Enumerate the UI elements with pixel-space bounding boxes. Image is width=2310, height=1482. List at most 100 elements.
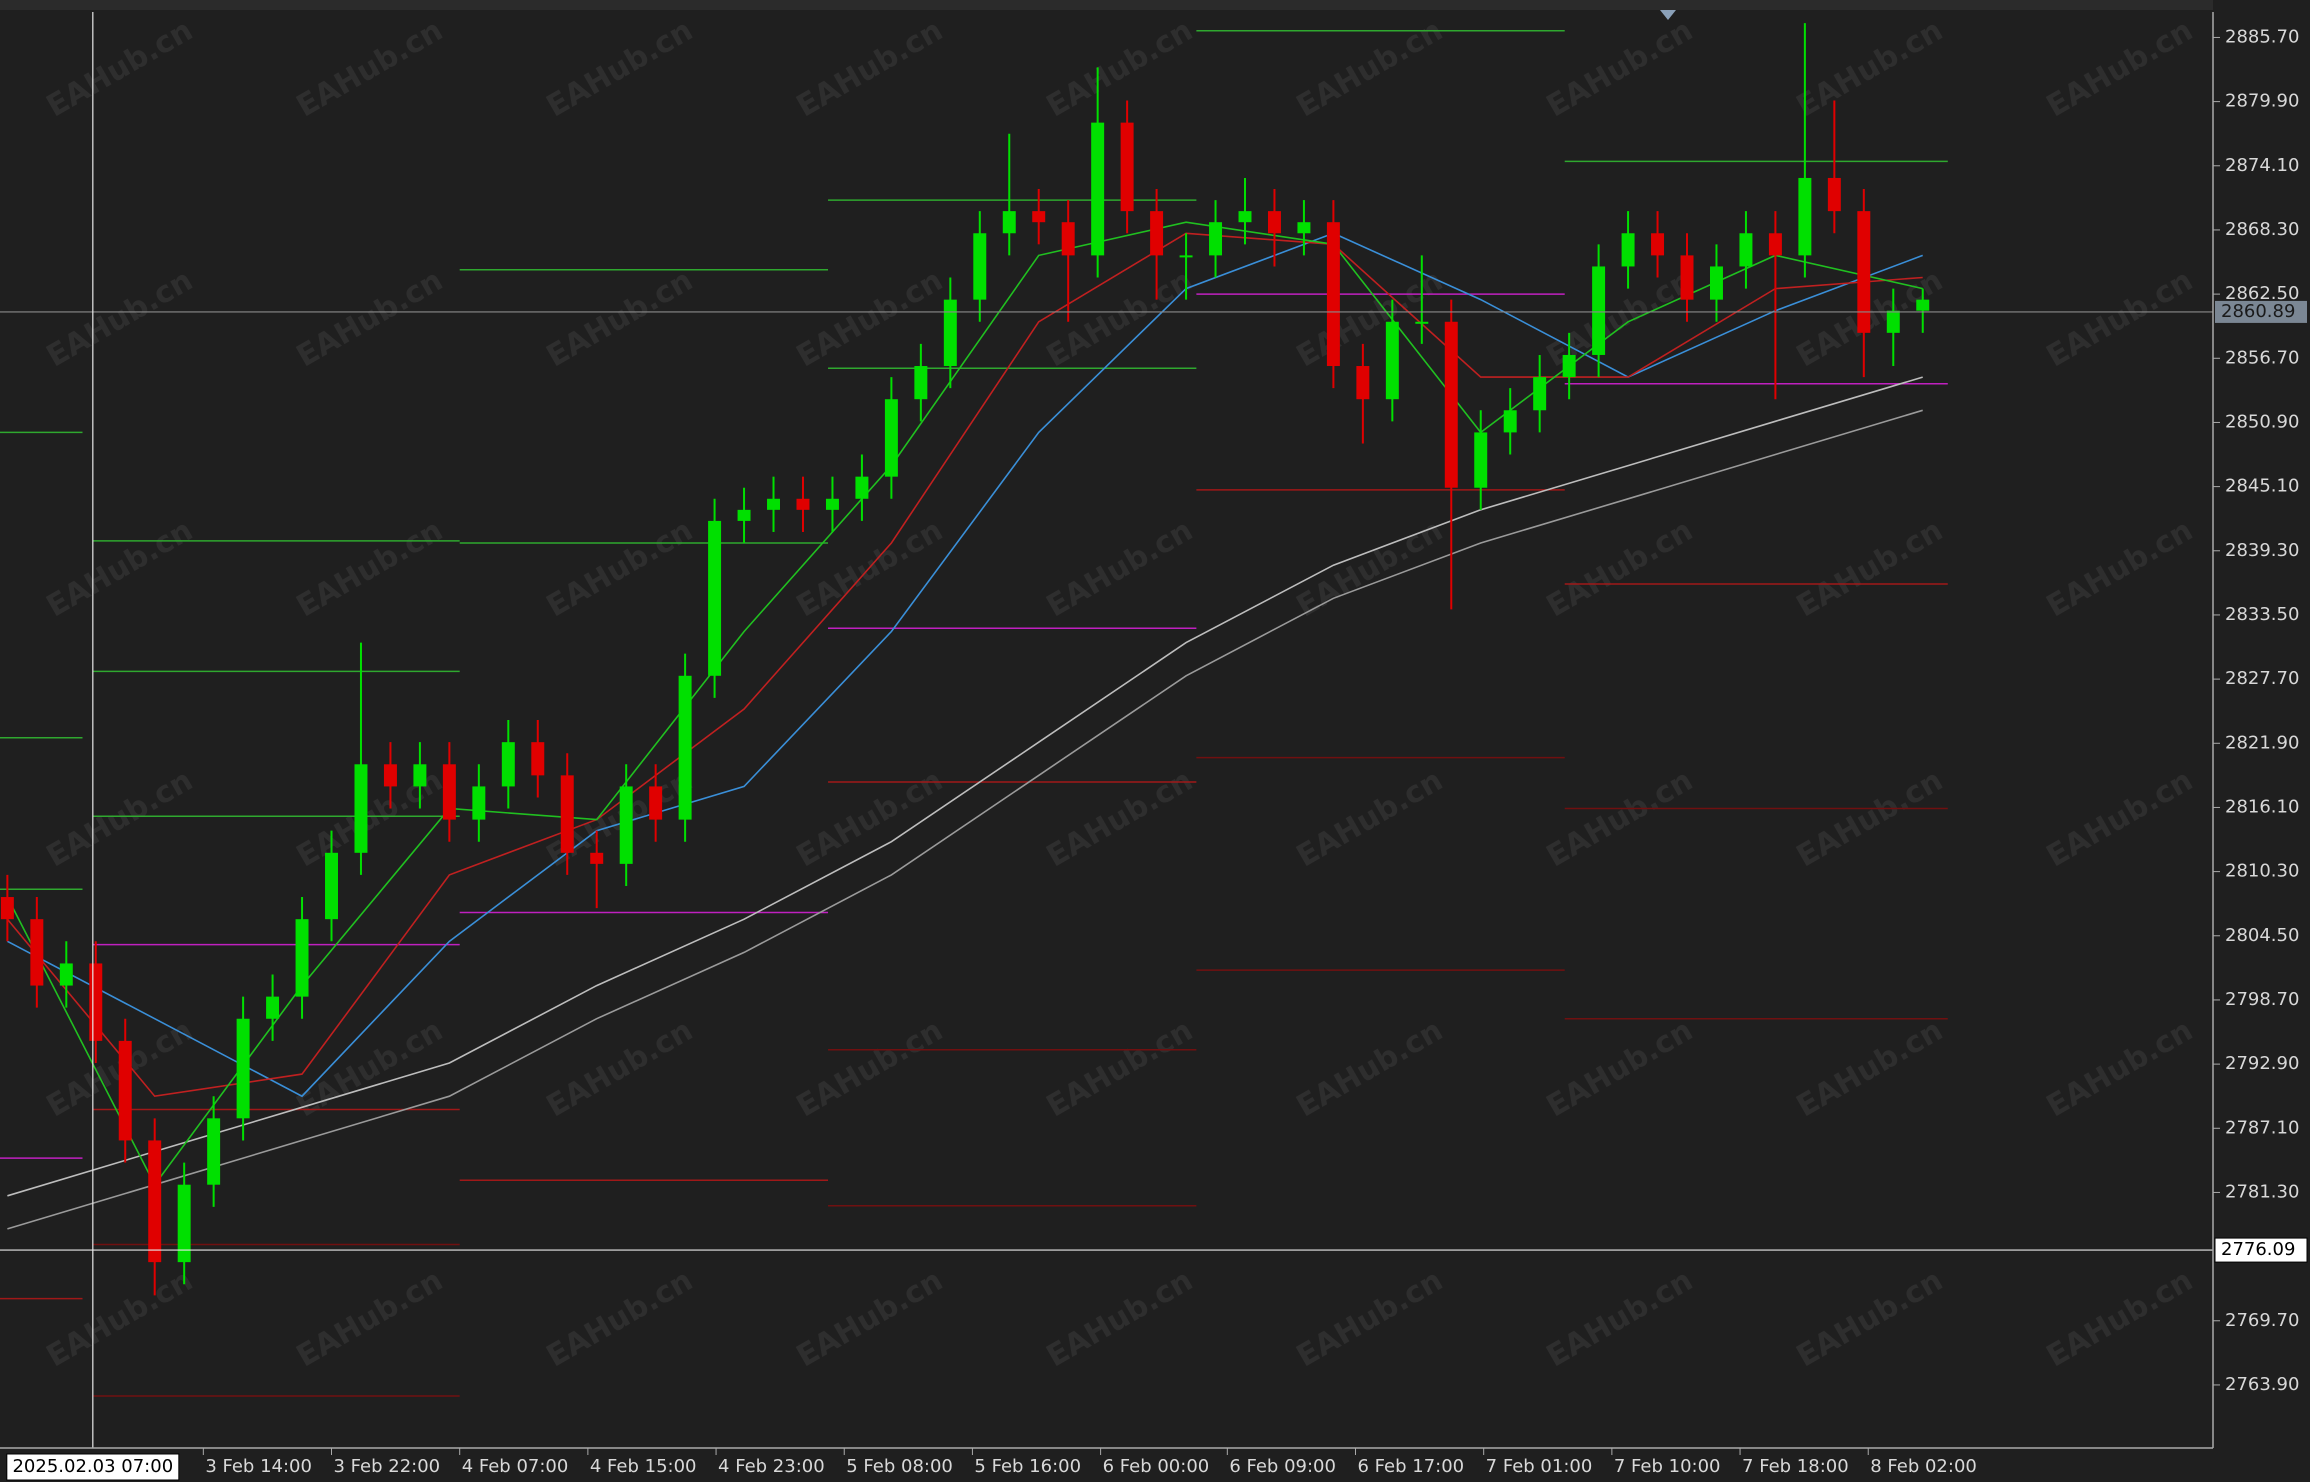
y-tick-label: 2821.90 <box>2225 732 2299 753</box>
y-tick-label: 2810.30 <box>2225 861 2299 882</box>
candle-body <box>737 509 751 521</box>
y-tick-label: 2781.30 <box>2225 1181 2299 1202</box>
scroll-marker <box>1660 10 1676 20</box>
x-tick-label: 4 Feb 07:00 <box>462 1456 569 1477</box>
candle-body <box>1385 321 1399 400</box>
candle-body <box>1032 211 1046 223</box>
candle-body <box>1503 410 1517 433</box>
candle-body <box>1886 310 1900 333</box>
candle-body <box>590 852 604 864</box>
x-tick-label: 6 Feb 17:00 <box>1357 1456 1464 1477</box>
candle-body <box>1061 222 1075 256</box>
candle-body <box>1592 266 1606 355</box>
x-tick-label: 6 Feb 09:00 <box>1229 1456 1336 1477</box>
y-tick-label: 2879.90 <box>2225 91 2299 112</box>
y-tick-label: 2827.70 <box>2225 668 2299 689</box>
y-tick-label: 2845.10 <box>2225 476 2299 497</box>
candle-body <box>1326 222 1340 367</box>
x-tick-label: 5 Feb 08:00 <box>846 1456 953 1477</box>
candle-body <box>619 786 633 864</box>
candle-body <box>678 675 692 820</box>
y-tick-label: 2816.10 <box>2225 796 2299 817</box>
candle-body <box>383 764 397 787</box>
candle-body <box>973 233 987 300</box>
candle-body <box>1739 233 1753 267</box>
candle-body <box>1857 211 1871 333</box>
candle-body <box>1651 233 1665 256</box>
candle-body <box>531 742 545 776</box>
x-tick-label: 4 Feb 15:00 <box>590 1456 697 1477</box>
candle-body <box>30 919 44 986</box>
x-tick-label: 4 Feb 23:00 <box>718 1456 825 1477</box>
candle-body <box>1827 177 1841 212</box>
x-tick-label: 7 Feb 18:00 <box>1742 1456 1849 1477</box>
y-tick-label: 2804.50 <box>2225 925 2299 946</box>
x-tick-label: 3 Feb 22:00 <box>334 1456 441 1477</box>
candle-body <box>1297 222 1311 234</box>
x-tick-label: 6 Feb 00:00 <box>1103 1456 1210 1477</box>
candle-body <box>1209 222 1223 256</box>
candle-body <box>1091 122 1105 256</box>
candle-body <box>914 366 928 400</box>
candle-body <box>1444 321 1458 488</box>
moving-average <box>7 409 1923 1230</box>
crosshair-time-box <box>6 1453 180 1481</box>
candle-body <box>1474 432 1488 488</box>
candle-body <box>1238 211 1252 223</box>
candle-body <box>1267 211 1281 234</box>
y-tick-label: 2769.70 <box>2225 1310 2299 1331</box>
candle-body <box>825 498 839 510</box>
candle-body <box>1798 177 1812 256</box>
y-tick-label: 2862.50 <box>2225 283 2299 304</box>
crosshair-price-label: 2776.09 <box>2221 1239 2295 1260</box>
y-tick-label: 2792.90 <box>2225 1053 2299 1074</box>
time-axis-bg <box>0 1448 2310 1482</box>
candle-body <box>943 299 957 367</box>
x-tick-label: 7 Feb 01:00 <box>1486 1456 1593 1477</box>
crosshair-time-label: 2025.02.03 07:00 <box>12 1456 173 1477</box>
candle-body <box>767 498 781 510</box>
candle-body <box>266 996 280 1019</box>
current-price-label: 2860.89 <box>2221 301 2295 322</box>
y-tick-label: 2787.10 <box>2225 1117 2299 1138</box>
candle-body <box>148 1140 162 1263</box>
y-tick-label: 2798.70 <box>2225 989 2299 1010</box>
candle-body <box>1150 211 1164 256</box>
x-tick-label: 3 Feb 14:00 <box>205 1456 312 1477</box>
moving-average <box>7 232 1923 1098</box>
moving-average <box>6 232 1923 1098</box>
candle-body <box>501 742 515 787</box>
candle-body <box>708 520 722 676</box>
candle-body <box>0 897 14 920</box>
candle-body <box>560 775 574 853</box>
candle-body <box>59 963 73 986</box>
candle-body <box>236 1018 250 1119</box>
candle-body <box>472 786 486 820</box>
candle-body <box>442 764 456 820</box>
y-tick-label: 2763.90 <box>2225 1374 2299 1395</box>
y-tick-label: 2885.70 <box>2225 26 2299 47</box>
candle-body <box>354 764 368 853</box>
crosshair-price-box <box>2214 1237 2308 1263</box>
candle-body <box>1356 366 1370 400</box>
candle-body <box>1179 255 1193 258</box>
price-axis-bg <box>2213 0 2310 1482</box>
candle-body <box>1120 122 1134 212</box>
y-tick-label: 2856.70 <box>2225 347 2299 368</box>
candle-body <box>413 764 427 787</box>
candle-body <box>796 498 810 510</box>
y-tick-label: 2833.50 <box>2225 604 2299 625</box>
plot-area <box>0 12 2213 1448</box>
current-price-box <box>2215 300 2307 323</box>
candle-body <box>884 399 898 477</box>
x-tick-label: 5 Feb 16:00 <box>974 1456 1081 1477</box>
candle-body <box>89 963 103 1041</box>
candle-body <box>207 1118 221 1185</box>
y-tick-label: 2874.10 <box>2225 155 2299 176</box>
y-tick-label: 2850.90 <box>2225 411 2299 432</box>
y-tick-label: 2868.30 <box>2225 219 2299 240</box>
x-tick-label: 8 Feb 02:00 <box>1870 1456 1977 1477</box>
